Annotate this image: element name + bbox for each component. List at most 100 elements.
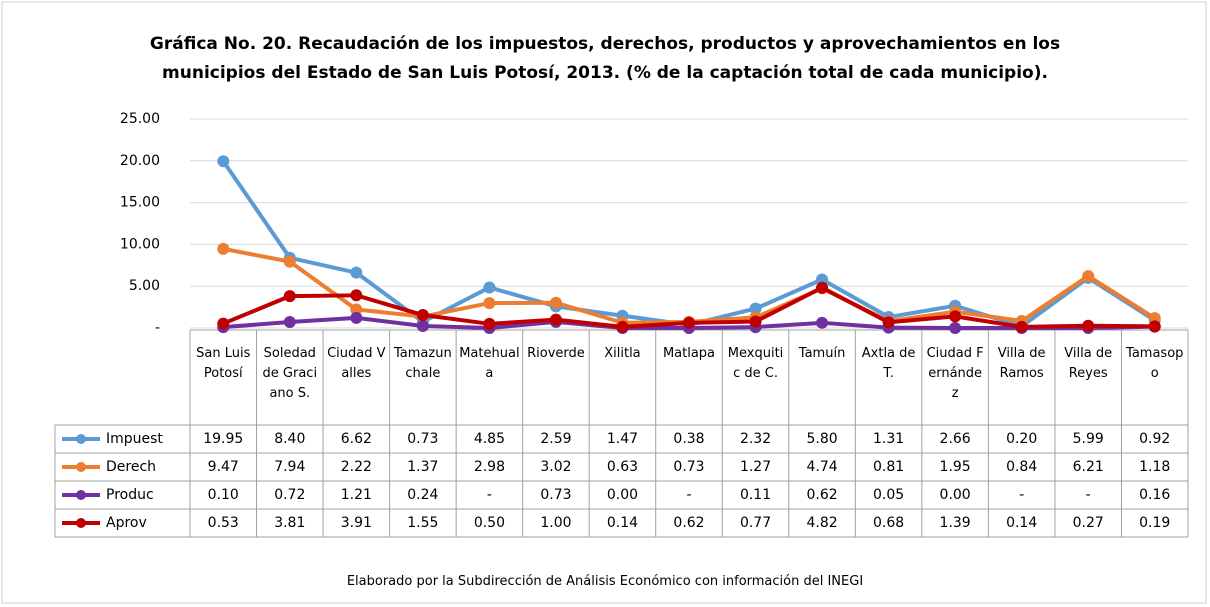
table-value: 0.27 (1073, 515, 1104, 531)
legend-marker (76, 518, 86, 528)
table-value: 0.92 (1139, 431, 1170, 447)
table-value: 0.73 (407, 431, 438, 447)
data-point (749, 302, 762, 315)
table-value: 19.95 (203, 431, 243, 447)
data-point (350, 303, 363, 316)
data-point (416, 319, 429, 332)
table-value: 1.47 (607, 431, 638, 447)
table-value: 4.85 (474, 431, 505, 447)
chart-title: Gráfica No. 20. Recaudación de los impue… (149, 34, 1061, 83)
data-point (1082, 319, 1095, 332)
table-value: - (487, 487, 492, 503)
table-value: 1.31 (873, 431, 904, 447)
data-point (749, 315, 762, 328)
table-value: 0.38 (673, 431, 704, 447)
table-value: 0.00 (607, 487, 638, 503)
y-tick-label: 5.00 (129, 278, 160, 294)
data-point (882, 316, 895, 329)
table-value: 1.55 (407, 515, 438, 531)
data-point (683, 316, 695, 329)
table-value: 0.68 (873, 515, 904, 531)
legend-marker (76, 434, 86, 444)
y-tick-label: 20.00 (120, 153, 160, 169)
legend-marker (76, 490, 86, 500)
data-point (483, 281, 496, 294)
table-value: 0.19 (1139, 515, 1170, 531)
table-value: 0.62 (673, 515, 704, 531)
series-line (221, 160, 1156, 329)
x-tick-label: Villa de Ramos (997, 346, 1046, 381)
table-value: 1.27 (740, 459, 771, 475)
data-point (616, 320, 629, 333)
table-value: - (1019, 487, 1024, 503)
data-point (949, 322, 962, 334)
data-point (1148, 312, 1161, 325)
table-value: - (1086, 487, 1091, 503)
table-value: - (686, 487, 691, 503)
data-point (283, 315, 296, 328)
table-value: 0.73 (673, 459, 704, 475)
data-point (283, 255, 296, 268)
table-value: 4.74 (806, 459, 837, 475)
table-value: 1.95 (940, 459, 971, 475)
table-value: 9.47 (208, 459, 239, 475)
table-value: 0.10 (208, 487, 239, 503)
table-value: 0.63 (607, 459, 638, 475)
data-point (549, 313, 562, 326)
table-value: 0.24 (407, 487, 438, 503)
table-value: 0.14 (607, 515, 638, 531)
x-tick-label: Xilitla (604, 346, 641, 361)
table-value: 1.00 (540, 515, 571, 531)
data-point (350, 289, 363, 302)
data-point (549, 296, 562, 309)
data-point (816, 281, 829, 294)
data-point (350, 266, 363, 279)
table-value: 8.40 (274, 431, 305, 447)
x-tick-label: Tamuín (798, 346, 846, 361)
x-tick-label: Villa de Reyes (1064, 346, 1113, 381)
x-tick-label: Matlapa (662, 346, 716, 361)
data-point (1082, 270, 1095, 283)
table-value: 0.16 (1139, 487, 1170, 503)
table-value: 0.77 (740, 515, 771, 531)
x-tick-label: Axtla de T. (861, 346, 916, 381)
footer: Elaborado por la Subdirección de Análisi… (346, 574, 864, 589)
data-point (350, 311, 363, 324)
table-value: 0.20 (1006, 431, 1037, 447)
table-value: 3.81 (274, 515, 305, 531)
data-point (949, 310, 962, 323)
table-value: 0.72 (274, 487, 305, 503)
data-point (816, 316, 829, 329)
table-value: 0.62 (806, 487, 837, 503)
table-value: 0.84 (1006, 459, 1037, 475)
data-point (483, 317, 496, 330)
legend-label: Aprov (106, 515, 147, 531)
table-value: 6.21 (1073, 459, 1104, 475)
table-value: 0.11 (740, 487, 771, 503)
table-value: 2.98 (474, 459, 505, 475)
x-tick-label: Rioverde (527, 346, 585, 361)
y-tick-label: - (155, 320, 160, 336)
data-point (217, 242, 230, 255)
x-tick-label: Tamazunchale (394, 346, 452, 381)
table-value: 0.00 (940, 487, 971, 503)
table-value: 2.59 (540, 431, 571, 447)
data-point (1015, 320, 1028, 333)
data-point (416, 309, 429, 322)
table-value: 0.53 (208, 515, 239, 531)
legend-label: Impuest (106, 431, 163, 447)
table-value: 3.91 (341, 515, 372, 531)
table-value: 0.50 (474, 515, 505, 531)
data-point (1148, 320, 1161, 333)
x-tick-label: Tamasopo (1126, 346, 1184, 381)
x-tick-label: San Luis Potosí (196, 346, 251, 381)
y-tick-label: 25.00 (120, 111, 160, 127)
y-tick-label: 10.00 (120, 236, 160, 252)
table-value: 0.73 (540, 487, 571, 503)
table-value: 1.21 (341, 487, 372, 503)
y-tick-label: 15.00 (120, 195, 160, 211)
table-value: 1.18 (1139, 459, 1170, 475)
data-point (283, 290, 296, 303)
table-value: 1.39 (940, 515, 971, 531)
